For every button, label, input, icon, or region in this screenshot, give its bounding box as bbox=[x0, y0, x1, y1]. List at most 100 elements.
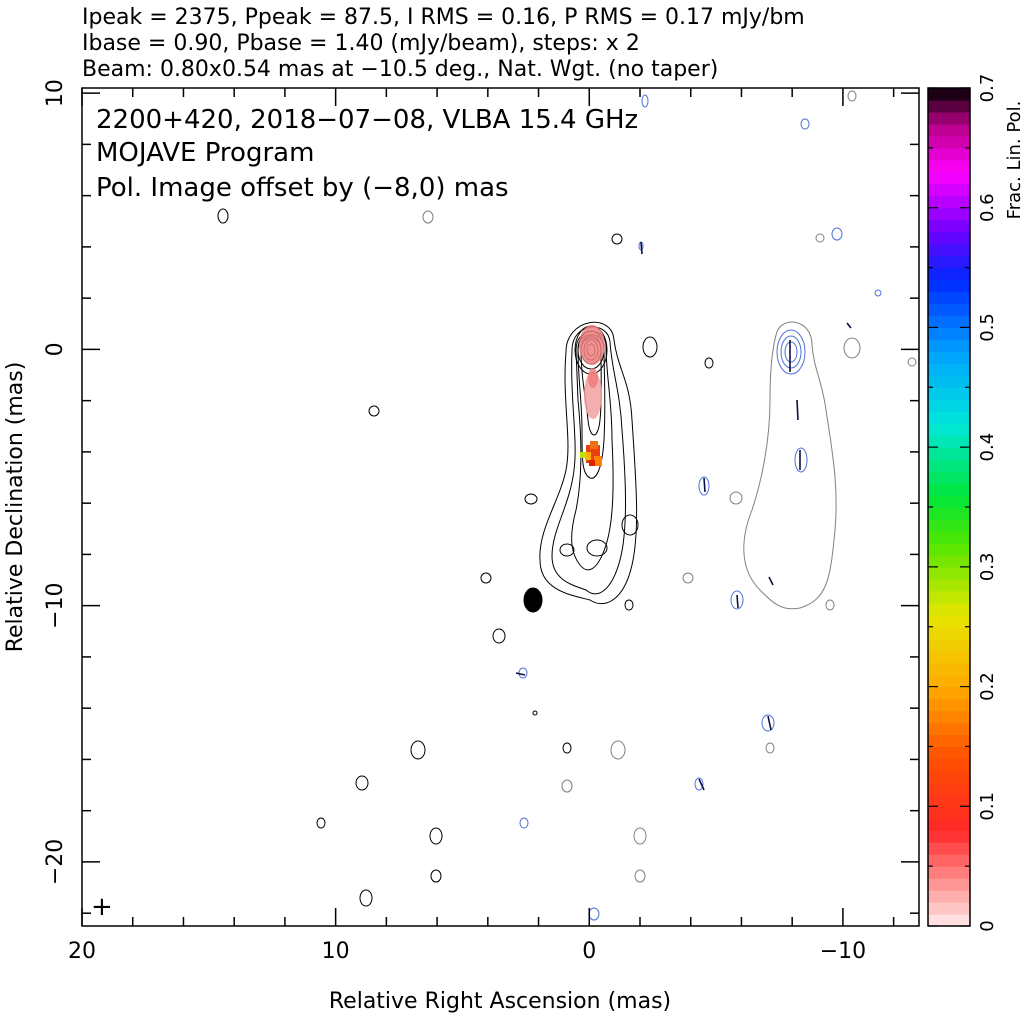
colorbar-strip bbox=[928, 614, 970, 628]
colorbar-strip bbox=[928, 722, 970, 736]
colorbar-strip bbox=[928, 794, 970, 807]
colorbar-strip bbox=[928, 854, 970, 867]
x-tick-label: −10 bbox=[820, 939, 866, 964]
colorbar-strip bbox=[928, 303, 970, 317]
y-tick-label: −10 bbox=[43, 582, 68, 628]
colorbar-strip bbox=[928, 88, 970, 101]
colorbar-strip bbox=[928, 914, 970, 927]
colorbar-strip bbox=[928, 495, 970, 508]
colorbar-gradient bbox=[928, 88, 970, 927]
x-tick-label: 20 bbox=[68, 939, 96, 964]
colorbar-strip bbox=[928, 746, 970, 759]
polarization-fill bbox=[579, 325, 605, 466]
source-image bbox=[217, 90, 917, 921]
colorbar-strip bbox=[928, 507, 970, 520]
colorbar-tick-label: 0.1 bbox=[977, 792, 998, 821]
colorbar-strip bbox=[928, 830, 970, 843]
colorbar-strip bbox=[928, 159, 970, 173]
colorbar-strip bbox=[928, 542, 970, 556]
polarization-total-contours bbox=[422, 90, 917, 883]
colorbar-strip bbox=[928, 351, 970, 364]
x-axis-ticks: 20 10 0 −10 bbox=[68, 88, 895, 964]
colorbar-strip bbox=[928, 674, 970, 688]
colorbar-strip bbox=[928, 423, 970, 436]
colorbar-label: Frac. Lin. Pol. bbox=[1004, 101, 1025, 220]
y-tick-label: 10 bbox=[43, 79, 68, 107]
colorbar-strip bbox=[928, 518, 970, 532]
colorbar-strip bbox=[928, 471, 970, 484]
colorbar-strip bbox=[928, 890, 970, 903]
colorbar-strip bbox=[928, 339, 970, 352]
colorbar-strip bbox=[928, 842, 970, 855]
colorbar-strip bbox=[928, 662, 970, 676]
colorbar-strip bbox=[928, 399, 970, 412]
plot-title-program: MOJAVE Program bbox=[96, 138, 314, 168]
colorbar-strip bbox=[928, 207, 970, 221]
colorbar-strip bbox=[928, 483, 970, 496]
colorbar-strip bbox=[928, 183, 970, 197]
colorbar-strip bbox=[928, 231, 970, 245]
plot-title-source: 2200+420, 2018−07−08, VLBA 15.4 GHz bbox=[96, 105, 638, 135]
colorbar-strip bbox=[928, 578, 970, 592]
colorbar-strip bbox=[928, 626, 970, 640]
colorbar-tick-label: 0.2 bbox=[977, 672, 998, 701]
x-tick-label: 10 bbox=[322, 939, 350, 964]
colorbar-strip bbox=[928, 375, 970, 388]
colorbar-strip bbox=[928, 602, 970, 616]
colorbar-tick-label: 0.3 bbox=[977, 553, 998, 582]
evpa-ticks bbox=[515, 241, 852, 791]
colorbar-strip bbox=[928, 447, 970, 460]
colorbar-strip bbox=[928, 878, 970, 891]
colorbar-strip bbox=[928, 171, 970, 185]
colorbar-tick-label: 0.4 bbox=[977, 433, 998, 462]
colorbar-strip bbox=[928, 255, 970, 269]
colorbar-strip bbox=[928, 387, 970, 400]
colorbar-strip bbox=[928, 866, 970, 879]
colorbar-strip bbox=[928, 267, 970, 281]
y-tick-label: 0 bbox=[43, 342, 68, 356]
colorbar-strip bbox=[928, 435, 970, 448]
colorbar-strip bbox=[928, 279, 970, 293]
colorbar-strip bbox=[928, 650, 970, 664]
colorbar-strip bbox=[928, 459, 970, 472]
header-line-3: Beam: 0.80x0.54 mas at −10.5 deg., Nat. … bbox=[82, 57, 718, 82]
colorbar-strip bbox=[928, 782, 970, 795]
colorbar-strip bbox=[928, 566, 970, 580]
colorbar-strip bbox=[928, 243, 970, 257]
colorbar-strip bbox=[928, 710, 970, 724]
colorbar-strip bbox=[928, 530, 970, 544]
beam-marker: + bbox=[91, 892, 113, 922]
colorbar-strip bbox=[928, 902, 970, 915]
y-tick-label: −20 bbox=[43, 839, 68, 885]
colorbar-tick-label: 0.6 bbox=[977, 193, 998, 222]
colorbar-tick-label: 0 bbox=[977, 920, 998, 931]
colorbar-strip bbox=[928, 219, 970, 233]
colorbar-strip bbox=[928, 818, 970, 831]
colorbar-strip bbox=[928, 590, 970, 604]
colorbar: 0 0.1 0.2 0.3 0.4 0.5 0.6 0.7 Frac. Lin. Pol. bbox=[927, 74, 1025, 932]
y-axis-label: Relative Declination (mas) bbox=[3, 362, 28, 653]
header-line-2: Ibase = 0.90, Pbase = 1.40 (mJy/beam), s… bbox=[82, 31, 640, 56]
header-line-1: Ipeak = 2375, Ppeak = 87.5, I RMS = 0.16… bbox=[82, 5, 805, 30]
colorbar-strip bbox=[928, 554, 970, 568]
colorbar-strip bbox=[928, 734, 970, 748]
colorbar-ticks: 0 0.1 0.2 0.3 0.4 0.5 0.6 0.7 bbox=[928, 74, 998, 932]
colorbar-strip bbox=[928, 363, 970, 376]
colorbar-strip bbox=[928, 806, 970, 819]
colorbar-strip bbox=[928, 123, 970, 137]
colorbar-strip bbox=[928, 758, 970, 771]
x-tick-label: 0 bbox=[582, 939, 596, 964]
colorbar-strip bbox=[928, 638, 970, 652]
colorbar-strip bbox=[928, 195, 970, 209]
plot-frame bbox=[81, 87, 920, 927]
colorbar-strip bbox=[928, 135, 970, 149]
colorbar-strip bbox=[928, 686, 970, 700]
colorbar-strip bbox=[928, 99, 970, 113]
colorbar-strip bbox=[928, 315, 970, 329]
colorbar-strip bbox=[928, 291, 970, 305]
colorbar-strip bbox=[928, 147, 970, 161]
colorbar-tick-label: 0.5 bbox=[977, 313, 998, 342]
colorbar-strip bbox=[928, 111, 970, 125]
colorbar-strip bbox=[928, 327, 970, 340]
